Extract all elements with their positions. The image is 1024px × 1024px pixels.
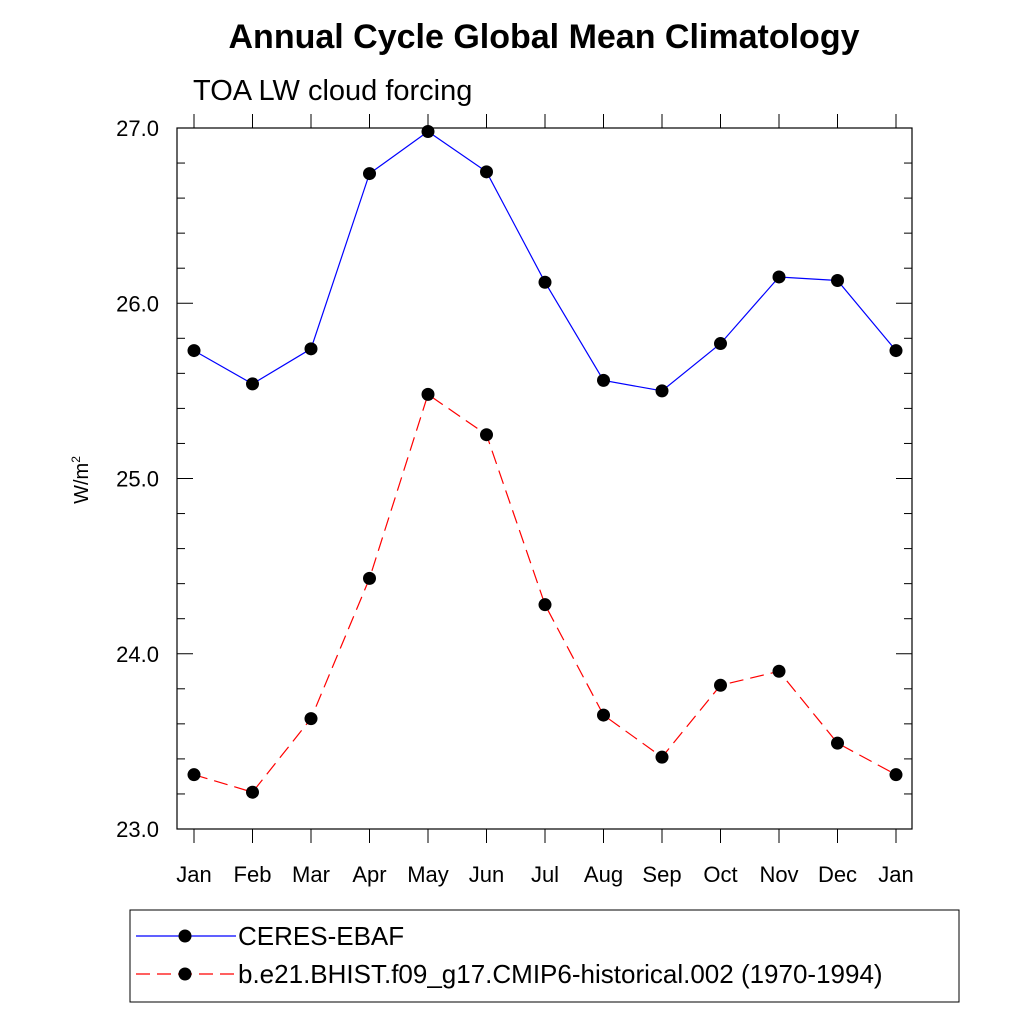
y-tick-label: 25.0 [116, 467, 159, 492]
series-2-point [714, 678, 727, 692]
series-1-point [363, 167, 376, 181]
x-tick-label: Nov [759, 862, 798, 887]
series-2-point [246, 785, 259, 799]
series-2-point [480, 428, 493, 442]
legend-marker-2 [178, 967, 192, 981]
x-tick-label: Oct [703, 862, 737, 887]
series-2-point [363, 571, 376, 585]
y-axis-label: W/m2 [69, 456, 93, 504]
x-tick-label: Mar [292, 862, 330, 887]
legend-label-2: b.e21.BHIST.f09_g17.CMIP6-historical.002… [238, 959, 883, 989]
plot-frame [176, 127, 913, 830]
y-axis-label-text: W/m [71, 463, 93, 504]
series-1-point [714, 337, 727, 351]
chart-title: Annual Cycle Global Mean Climatology [229, 18, 860, 56]
x-tick-label: May [407, 862, 449, 887]
series-2-point [187, 768, 201, 782]
x-tick-label: Sep [642, 862, 681, 887]
x-tick-label: Jun [469, 862, 504, 887]
x-tick-label: Dec [818, 862, 857, 887]
legend-box [129, 909, 960, 1003]
series-1-point [246, 377, 259, 391]
x-tick-label: Aug [584, 862, 623, 887]
x-tick-label: Jul [531, 862, 559, 887]
series-line-2 [193, 393, 897, 793]
series-2-point [655, 750, 669, 764]
legend-marker-1 [178, 929, 192, 943]
y-tick-label: 26.0 [116, 291, 159, 316]
series-2-point [538, 598, 552, 612]
series-1-point [421, 125, 435, 139]
y-tick-label: 24.0 [116, 642, 159, 667]
series-1-point [187, 344, 201, 358]
y-tick-label: 23.0 [116, 817, 159, 842]
series-2-point [831, 736, 844, 750]
x-tick-label: Jan [878, 862, 913, 887]
series-2-point [304, 712, 318, 726]
x-tick-label: Feb [234, 862, 272, 887]
series-2-point [597, 708, 610, 722]
y-tick-label: 27.0 [116, 116, 159, 141]
series-2-point [889, 768, 903, 782]
series-1-point [538, 275, 552, 289]
series-2-point [772, 664, 786, 678]
series-1-point [831, 273, 844, 287]
series-1-point [480, 165, 493, 179]
legend: CERES-EBAF b.e21.BHIST.f09_g17.CMIP6-hist… [129, 909, 960, 1003]
chart-subtitle: TOA LW cloud forcing [193, 75, 472, 107]
y-axis-label-superscript: 2 [69, 456, 83, 463]
series-1-point [597, 373, 610, 387]
series-1-point [772, 270, 786, 284]
plot-area: 23.0 24.0 25.0 26.0 27.0 Jan Feb Mar Apr May Jun Ju… [116, 114, 914, 887]
legend-label-1: CERES-EBAF [238, 921, 404, 951]
x-tick-label: Apr [352, 862, 386, 887]
x-tick-label: Jan [176, 862, 211, 887]
series-1-point [304, 342, 318, 356]
series-1-point [889, 344, 903, 358]
series-2-point [421, 387, 435, 401]
series-line-1 [193, 130, 897, 392]
series-1-point [655, 384, 669, 398]
